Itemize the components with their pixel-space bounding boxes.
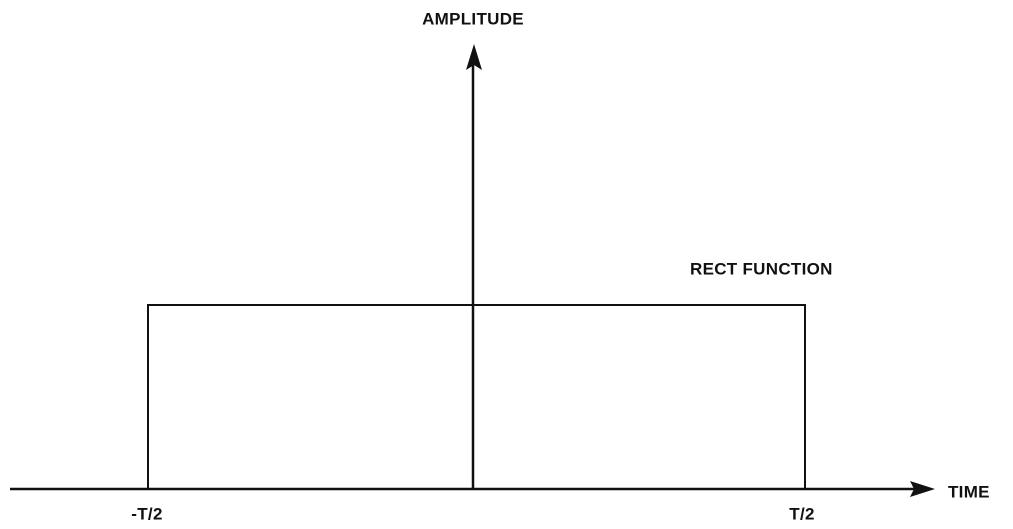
y-axis-label: AMPLITUDE xyxy=(422,9,524,28)
right-edge-label: T/2 xyxy=(789,504,814,523)
curve-label: RECT FUNCTION xyxy=(690,259,833,278)
x-axis-arrow xyxy=(910,481,935,497)
rect-function xyxy=(147,304,806,489)
left-edge-label: -T/2 xyxy=(131,504,162,523)
x-axis-label: TIME xyxy=(948,482,990,501)
y-axis-arrow xyxy=(466,44,482,70)
